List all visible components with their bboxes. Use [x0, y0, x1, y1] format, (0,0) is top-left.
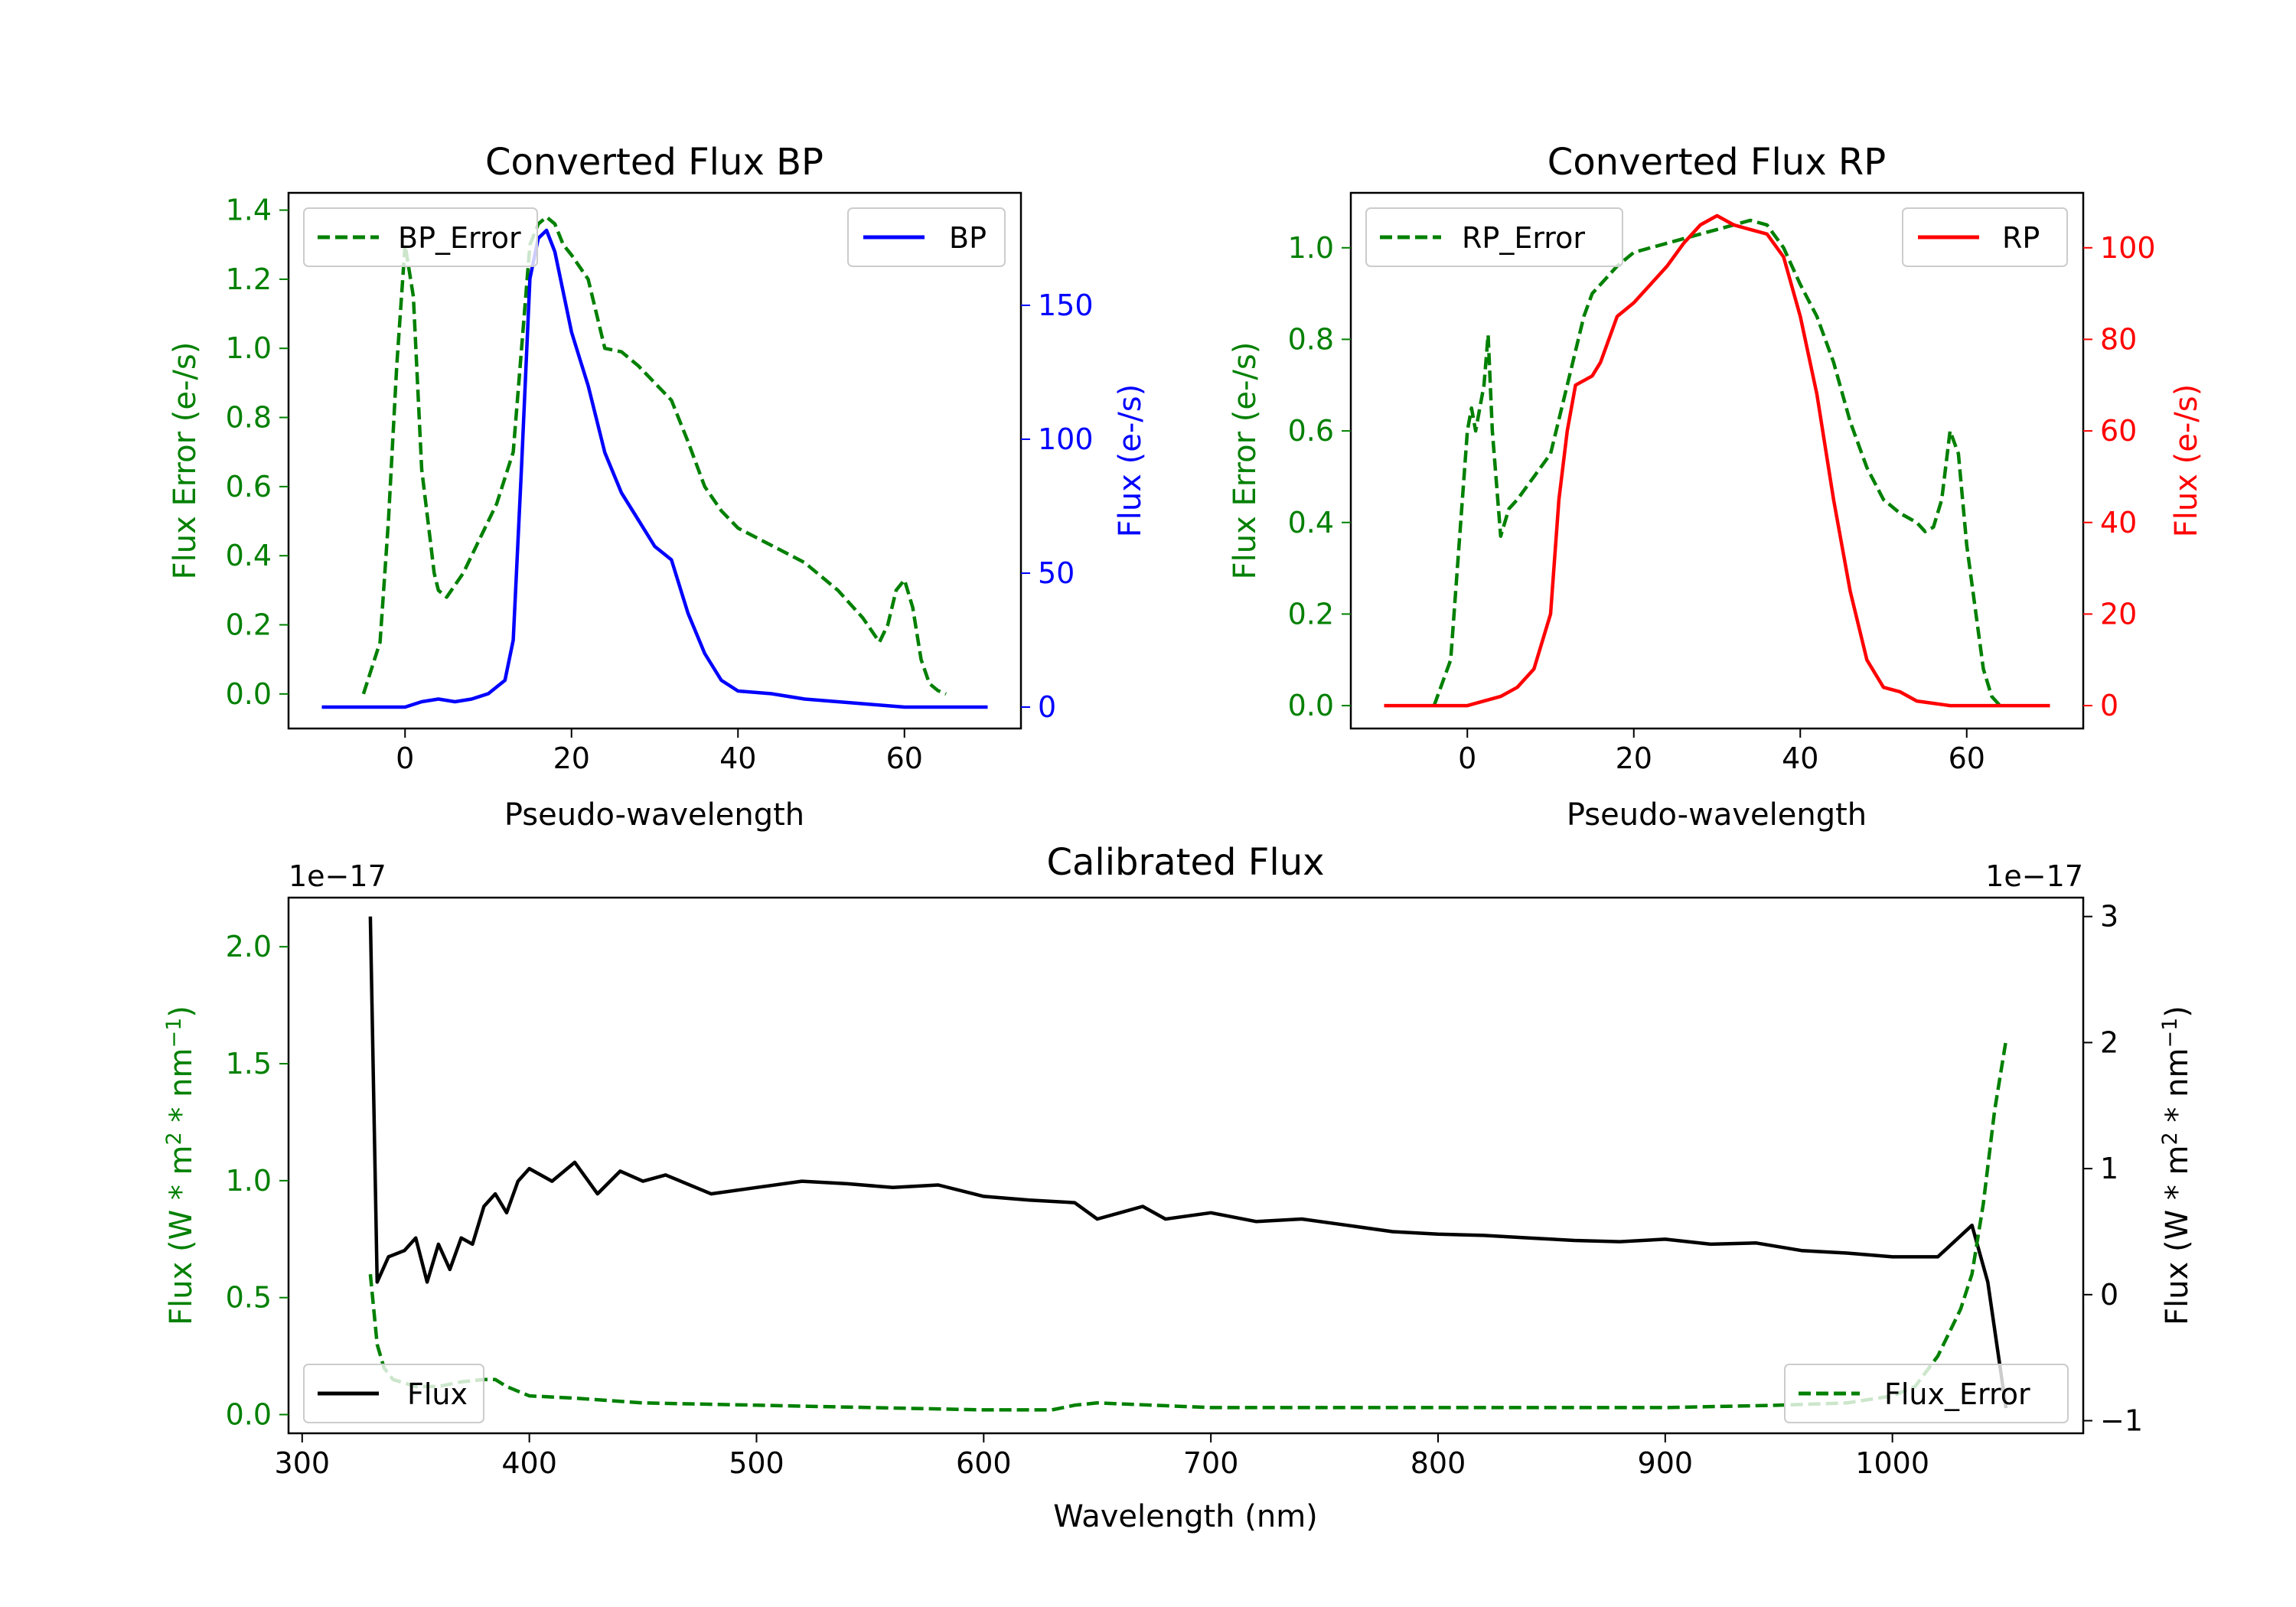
rp-legend-flux: RP	[1902, 207, 2068, 267]
series-flux-line	[368, 916, 2008, 1409]
series-rp-line	[1384, 214, 2050, 708]
y-left-tick-label: 0.2	[226, 608, 272, 642]
bp-panel: 0 20 40 60 0.0 0.2 0.4 0.6 0.8 1.0 1.2 1.4 0 50 100 150…	[168, 141, 1148, 833]
y-left-tick-label: 0.8	[226, 401, 272, 435]
y-right-tick-label: 50	[1038, 556, 1075, 590]
y-left-tick-label: 0.4	[1288, 506, 1334, 539]
x-tick-label: 20	[1616, 742, 1652, 775]
x-tick-label: 800	[1411, 1446, 1466, 1480]
x-tick-label: 60	[886, 742, 923, 775]
series-bp-line	[321, 228, 988, 709]
y-left-tick-label: 0.5	[226, 1281, 272, 1315]
y-right-tick-label: 0	[1038, 690, 1056, 724]
y-left-tick-label: 2.0	[226, 930, 272, 963]
calibrated-ylabel-right: Flux (W * m2 * nm−1)	[2158, 1006, 2195, 1325]
x-tick-label: 300	[275, 1446, 331, 1480]
y-left-tick-label: 0.4	[226, 539, 272, 572]
y-left-tick-label: 1.2	[226, 262, 272, 296]
x-tick-label: 600	[956, 1446, 1012, 1480]
y-right-tick-label: 80	[2100, 322, 2137, 356]
y-left-tick-label: 1.5	[226, 1047, 272, 1081]
x-tick-label: 60	[1949, 742, 1985, 775]
rp-legend-flux-label: RP	[2002, 221, 2040, 255]
bp-legend-error: BP_Error	[303, 207, 538, 267]
calibrated-panel: 300 400 500 600 700 800 900 1000 0.0 0.5 1.0 1.5 2.0…	[162, 841, 2195, 1534]
calibrated-title: Calibrated Flux	[1046, 841, 1324, 884]
x-tick-label: 0	[396, 742, 414, 775]
y-left-tick-label: 1.0	[226, 1164, 272, 1198]
y-right-tick-label: 150	[1038, 288, 1094, 322]
y-right-tick-label: 100	[1038, 422, 1094, 456]
bp-title: Converted Flux BP	[485, 141, 823, 184]
y-right-tick-label: 100	[2100, 231, 2156, 265]
calibrated-legend-error: Flux_Error	[1784, 1364, 2069, 1423]
calibrated-legend-flux-label: Flux	[407, 1377, 468, 1411]
calibrated-ylabel-left: Flux (W * m2 * nm−1)	[162, 1006, 199, 1325]
y-left-tick-label: 1.4	[226, 194, 272, 227]
y-left-tick-label: 1.0	[1288, 231, 1334, 265]
rp-ylabel-left: Flux Error (e-/s)	[1228, 342, 1263, 580]
y-right-tick-label: 1	[2100, 1152, 2118, 1185]
x-tick-label: 40	[719, 742, 756, 775]
x-tick-label: 500	[729, 1446, 784, 1480]
y-left-tick-label: 0.2	[1288, 597, 1334, 631]
y-right-tick-label: 20	[2100, 597, 2137, 631]
bp-legend-flux-label: BP	[949, 221, 987, 255]
y-right-tick-label: 3	[2100, 900, 2118, 934]
series-bp-error-line	[361, 215, 947, 696]
x-tick-label: 1000	[1855, 1446, 1929, 1480]
y-left-tick-label: 0.6	[1288, 414, 1334, 448]
y-left-tick-label: 0.0	[226, 677, 272, 711]
y-left-tick-label: 0.0	[226, 1398, 272, 1432]
rp-ylabel-right: Flux (e-/s)	[2169, 384, 2204, 537]
bp-ylabel-right: Flux (e-/s)	[1113, 384, 1148, 537]
x-tick-label: 0	[1458, 742, 1476, 775]
rp-legend-error: RP_Error	[1365, 207, 1623, 267]
rp-legend-error-label: RP_Error	[1462, 221, 1585, 255]
y-right-tick-label: 2	[2100, 1025, 2118, 1059]
bp-xlabel: Pseudo-wavelength	[504, 797, 804, 833]
y-left-tick-label: 1.0	[226, 331, 272, 365]
y-left-tick-label: 0.6	[226, 470, 272, 504]
rp-title: Converted Flux RP	[1548, 141, 1886, 184]
series-flux-error-line	[368, 1040, 2008, 1412]
y-right-tick-label: 0	[2100, 1278, 2118, 1312]
rp-xlabel: Pseudo-wavelength	[1567, 797, 1867, 833]
calibrated-legend-flux: Flux	[303, 1364, 484, 1423]
y-right-tick-label: 0	[2100, 689, 2118, 722]
y-right-tick-label: 60	[2100, 414, 2137, 448]
bp-legend-flux: BP	[847, 207, 1006, 267]
bp-legend-error-label: BP_Error	[398, 221, 521, 255]
calibrated-xlabel: Wavelength (nm)	[1053, 1499, 1318, 1534]
y-right-tick-label: −1	[2100, 1404, 2143, 1438]
y-left-tick-label: 0.0	[1288, 689, 1334, 722]
offset-left: 1e−17	[289, 859, 386, 893]
x-tick-label: 700	[1183, 1446, 1239, 1480]
y-left-tick-label: 0.8	[1288, 322, 1334, 356]
x-tick-label: 40	[1782, 742, 1818, 775]
calibrated-legend-error-label: Flux_Error	[1884, 1377, 2030, 1411]
x-tick-label: 400	[501, 1446, 557, 1480]
y-right-tick-label: 40	[2100, 506, 2137, 539]
bp-ylabel-left: Flux Error (e-/s)	[168, 342, 203, 580]
x-tick-label: 900	[1638, 1446, 1694, 1480]
x-tick-label: 20	[553, 742, 590, 775]
rp-panel: 0 20 40 60 0.0 0.2 0.4 0.6 0.8 1.0 0 20 40 60 80 100 Co…	[1228, 141, 2204, 833]
offset-right: 1e−17	[1985, 859, 2083, 893]
